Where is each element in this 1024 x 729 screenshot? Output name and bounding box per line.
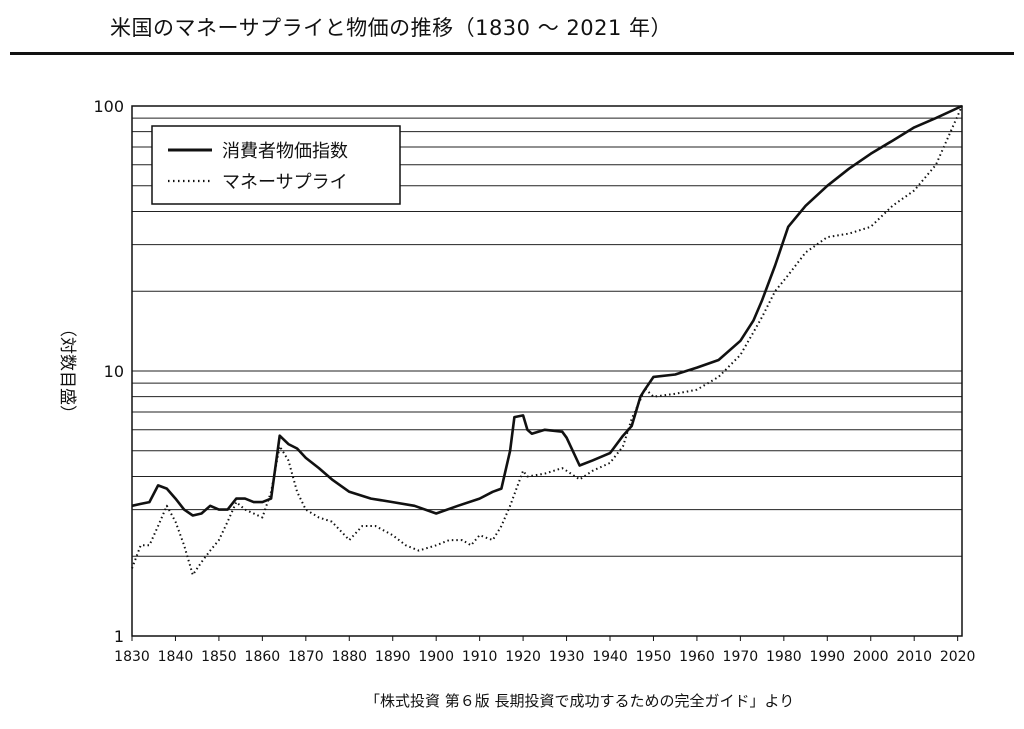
- legend-box: [151, 125, 401, 205]
- y-tick-labels: 1 10 100: [93, 97, 124, 646]
- x-tick-label: 1980: [766, 649, 802, 665]
- series-lines: [131, 104, 963, 576]
- title-underline: [10, 52, 1014, 55]
- x-tick-label: 2000: [853, 649, 889, 665]
- x-tick-label: 1890: [375, 649, 411, 665]
- x-tick-label: 1960: [679, 649, 715, 665]
- x-tick-label: 1950: [636, 649, 672, 665]
- x-tick-label: 1940: [592, 649, 628, 665]
- legend: 消費者物価指数 マネーサプライ: [151, 125, 401, 205]
- chart-title: 米国のマネーサプライと物価の推移（1830 ～ 2021 年）: [110, 16, 672, 40]
- x-tick-label: 1840: [158, 649, 194, 665]
- legend-label-money: マネーサプライ: [222, 172, 348, 193]
- x-tick-labels: 1830 1840 1850 1860 1870 1880 1890 1900 1910 1920…: [114, 636, 975, 665]
- x-tick-label: 2010: [896, 649, 932, 665]
- x-tick-label: 1850: [201, 649, 237, 665]
- plot-frame: [131, 105, 963, 637]
- x-tick-label: 1910: [462, 649, 498, 665]
- x-tick-label: 1930: [549, 649, 585, 665]
- x-tick-label: 1880: [331, 649, 367, 665]
- legend-label-cpi: 消費者物価指数: [222, 141, 348, 162]
- y-tick-label: 10: [104, 362, 124, 381]
- x-tick-label: 1870: [288, 649, 324, 665]
- x-tick-label: 1990: [809, 649, 845, 665]
- x-tick-label: 1830: [114, 649, 150, 665]
- y-tick-label: 1: [114, 627, 124, 646]
- y-axis-label: （対数目盛）: [57, 320, 77, 422]
- x-tick-label: 1970: [723, 649, 759, 665]
- y-tick-label: 100: [93, 97, 124, 116]
- x-tick-label: 1860: [245, 649, 281, 665]
- x-tick-label: 1920: [505, 649, 541, 665]
- x-tick-label: 1900: [418, 649, 454, 665]
- series-line-money-supply: [131, 105, 963, 576]
- series-line-cpi: [131, 104, 963, 517]
- source-caption: 「株式投資 第６版 長期投資で成功するための完全ガイド」より: [365, 692, 795, 710]
- x-tick-label: 2020: [940, 649, 976, 665]
